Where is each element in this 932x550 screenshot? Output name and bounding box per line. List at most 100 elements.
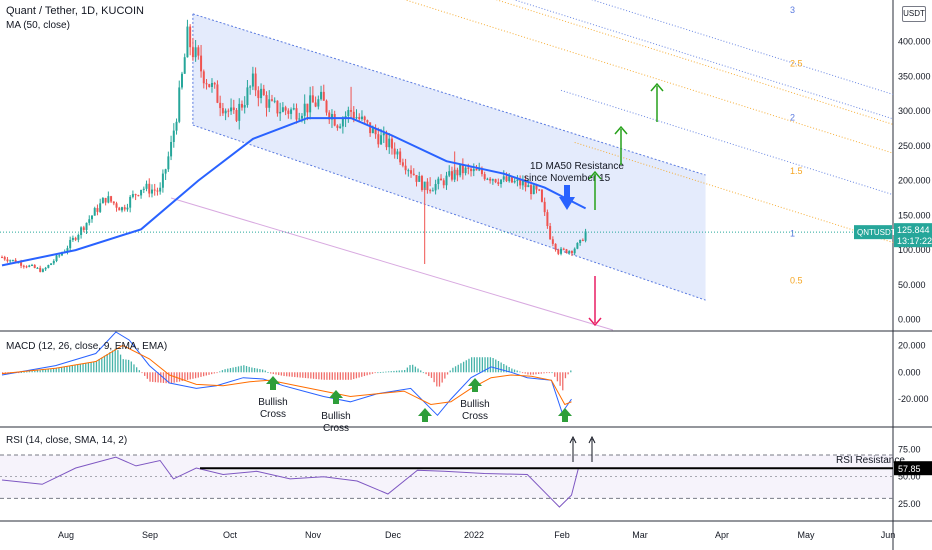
macd-histogram-bar (379, 372, 382, 373)
candle-body (543, 201, 546, 213)
candle-body (118, 207, 121, 211)
macd-histogram-bar (358, 372, 360, 378)
macd-histogram-bar (170, 372, 173, 384)
macd-histogram-bar (245, 366, 248, 373)
macd-histogram-bar (481, 357, 484, 373)
macd-indicator-label[interactable]: MACD (12, 26, close, 9, EMA, EMA) (6, 341, 168, 352)
candle-body (540, 189, 543, 202)
candle-body (30, 264, 33, 266)
candle-body (311, 95, 314, 103)
bullish-cross-arrow-icon (558, 408, 572, 422)
candle-body (314, 102, 317, 107)
candle-body (420, 176, 423, 190)
time-axis-tick: Oct (223, 530, 238, 540)
macd-histogram-bar (465, 360, 467, 373)
macd-histogram-bar (229, 368, 232, 373)
macd-histogram-bar (283, 372, 285, 377)
candle-body (412, 173, 415, 176)
candle-body (568, 251, 571, 253)
fib-channel-line (591, 0, 894, 95)
macd-histogram-bar (50, 369, 52, 373)
candle-body (399, 151, 402, 163)
macd-histogram-bar (141, 372, 143, 374)
fib-level-label: 1.5 (790, 166, 803, 176)
time-axis-tick: Apr (715, 530, 729, 540)
candle-body (202, 71, 205, 84)
macd-histogram-bar (497, 361, 500, 373)
candle-body (505, 176, 508, 182)
macd-histogram-bar (243, 365, 245, 373)
candle-body (298, 118, 301, 120)
macd-histogram-bar (178, 372, 181, 382)
macd-histogram-bar (36, 370, 39, 373)
candle-body (170, 141, 173, 157)
ma-indicator-label[interactable]: MA (50, close) (6, 20, 70, 31)
macd-histogram-bar (430, 372, 433, 378)
time-axis-tick: Nov (305, 530, 322, 540)
macd-histogram-bar (237, 366, 240, 373)
parallel-channel-line (170, 197, 613, 331)
candle-body (194, 47, 197, 58)
macd-histogram-bar (377, 372, 379, 374)
fib-channel-line (513, 0, 894, 120)
candle-body (240, 103, 243, 108)
macd-histogram-bar (119, 354, 122, 373)
macd-line (1, 331, 572, 417)
macd-histogram-bar (315, 372, 317, 380)
macd-histogram-bar (240, 365, 242, 373)
macd-histogram-bar (562, 372, 564, 391)
macd-histogram-bar (511, 368, 513, 373)
candle-body (20, 262, 23, 266)
candle-body (197, 47, 200, 56)
macd-histogram-bar (310, 372, 312, 379)
macd-histogram-bar (460, 363, 462, 373)
macd-histogram-bar (489, 357, 492, 373)
macd-histogram-bar (345, 372, 347, 380)
rsi-indicator-label[interactable]: RSI (14, close, SMA, 14, 2) (6, 435, 128, 446)
macd-histogram-bar (538, 372, 540, 374)
macd-histogram-bar (302, 372, 304, 378)
macd-histogram-bar (165, 372, 167, 384)
fib-level-label: 3 (790, 5, 795, 15)
ma50-resistance-label: 1D MA50 Resistance (530, 161, 624, 172)
candle-body (80, 227, 83, 235)
currency-button[interactable]: USDT (902, 6, 926, 22)
macd-histogram-bar (350, 372, 352, 380)
macd-histogram-bar (232, 367, 234, 373)
macd-histogram-bar (347, 372, 350, 380)
macd-histogram-bar (412, 364, 414, 373)
macd-histogram-bar (570, 370, 572, 373)
macd-histogram-bar (353, 372, 355, 380)
macd-histogram-bar (85, 363, 87, 373)
candle-body (25, 266, 28, 268)
candle-body (235, 110, 238, 121)
macd-histogram-bar (425, 372, 427, 375)
candle-body (388, 138, 391, 148)
macd-histogram-bar (294, 372, 296, 378)
candle-body (156, 190, 159, 192)
macd-histogram-bar (272, 372, 274, 375)
candle-body (401, 162, 404, 166)
candle-body (292, 108, 295, 110)
macd-histogram-bar (18, 372, 20, 374)
candle-body (270, 99, 273, 101)
macd-histogram-bar (66, 366, 68, 373)
candle-body (470, 168, 473, 172)
candle-body (355, 117, 358, 119)
macd-histogram-bar (369, 372, 371, 375)
candle-body (180, 73, 183, 88)
macd-histogram-bar (567, 372, 569, 375)
macd-histogram-bar (454, 366, 457, 373)
candle-body (210, 82, 213, 87)
candle-body (459, 164, 462, 176)
macd-histogram-bar (393, 370, 395, 373)
macd-histogram-bar (253, 368, 256, 373)
candle-body (186, 26, 189, 58)
macd-histogram-bar (417, 368, 419, 373)
candle-body (557, 249, 560, 254)
candle-body (254, 73, 257, 91)
macd-histogram-bar (320, 372, 323, 380)
macd-histogram-bar (328, 372, 331, 380)
candle-body (442, 180, 445, 186)
